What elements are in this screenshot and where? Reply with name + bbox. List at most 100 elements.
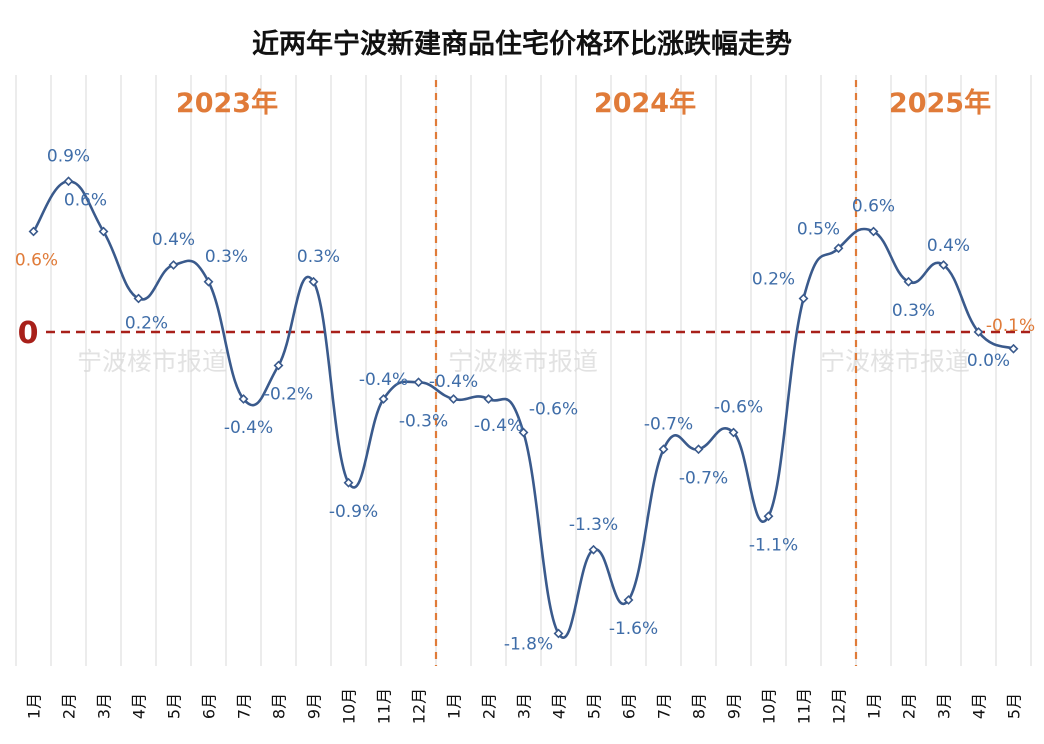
x-tick-label: 1月 [25, 693, 44, 719]
zero-line-label: 0 [18, 316, 39, 351]
data-point-marker [28, 226, 39, 237]
data-label: -0.3% [399, 411, 448, 431]
x-tick-label: 2月 [60, 693, 79, 719]
chart-title: 近两年宁波新建商品住宅价格环比涨跌幅走势 [252, 28, 792, 60]
x-tick-label: 1月 [865, 693, 884, 719]
data-label: 0.3% [892, 301, 935, 321]
data-point-marker [168, 260, 179, 270]
data-label: 0.5% [797, 219, 840, 239]
watermark-text: 宁波楼市报道 [820, 347, 970, 376]
data-point-marker [903, 276, 914, 287]
data-label: -0.2% [264, 385, 313, 405]
data-point-marker [798, 293, 809, 304]
x-tick-label: 3月 [515, 693, 534, 719]
year-label: 2023年 [176, 87, 278, 119]
data-label: 0.3% [205, 247, 248, 267]
series-group [32, 179, 1015, 639]
data-label: 0.4% [927, 236, 970, 256]
data-label: 0.2% [125, 314, 168, 334]
x-tick-label: 4月 [970, 693, 989, 719]
data-label: 0.0% [967, 351, 1010, 371]
data-point-marker [378, 394, 389, 404]
x-tick-label: 5月 [1005, 693, 1024, 719]
data-label: 0.6% [852, 197, 895, 217]
data-point-marker [693, 444, 704, 455]
x-tick-label: 9月 [305, 693, 324, 719]
x-tick-label: 8月 [690, 693, 709, 719]
data-point-marker [63, 176, 74, 187]
data-label: -0.1% [986, 316, 1035, 336]
x-axis: 1月 2月 3月 4月 5月 6月 7月 8月 9月 10月 11月 12月 1月 2月 3月 4月 5月 6月 7… [25, 688, 1024, 724]
watermark-text: 宁波楼市报道 [77, 347, 227, 376]
data-label: 0.2% [752, 270, 795, 290]
data-label: 0.3% [297, 247, 340, 267]
data-point-marker [763, 511, 774, 522]
data-point-marker [833, 243, 844, 254]
x-tick-label: 10月 [760, 688, 779, 724]
data-label: -0.7% [679, 468, 728, 488]
x-tick-label: 6月 [620, 693, 639, 719]
data-label: -0.4% [359, 370, 408, 390]
data-point-marker [658, 444, 669, 455]
data-point-marker [273, 360, 284, 371]
x-tick-label: 11月 [795, 688, 814, 724]
x-tick-label: 12月 [410, 688, 429, 724]
data-point-marker [203, 276, 214, 287]
data-point-marker [868, 226, 879, 237]
data-label: -0.6% [529, 400, 578, 420]
x-tick-label: 9月 [725, 693, 744, 719]
data-label: -0.9% [329, 502, 378, 522]
x-tick-label: 3月 [935, 693, 954, 719]
x-tick-label: 10月 [340, 688, 359, 724]
data-point-marker [1008, 343, 1019, 354]
year-dividers [434, 80, 858, 666]
data-point-marker [133, 293, 144, 304]
data-point-marker [413, 377, 424, 388]
data-point-marker [98, 226, 109, 237]
data-label: 0.4% [152, 230, 195, 250]
watermark-text: 宁波楼市报道 [448, 347, 598, 376]
data-label: -1.6% [609, 619, 658, 639]
x-tick-label: 1月 [445, 693, 464, 719]
watermarks: 宁波楼市报道 宁波楼市报道 宁波楼市报道 [77, 347, 970, 376]
zero-line-group: 0 [18, 316, 1030, 351]
data-point-marker [588, 544, 599, 555]
x-tick-label: 12月 [830, 688, 849, 724]
data-point-marker [343, 477, 354, 488]
year-labels: 2023年 2024年 2025年 [176, 87, 991, 119]
year-label: 2025年 [889, 87, 991, 119]
data-label: -0.6% [714, 398, 763, 418]
x-tick-label: 11月 [375, 688, 394, 724]
data-point-marker [623, 595, 634, 605]
x-tick-label: 4月 [550, 693, 569, 719]
year-label: 2024年 [594, 87, 696, 119]
data-label: -0.4% [224, 418, 273, 438]
x-tick-label: 7月 [235, 693, 254, 719]
data-label: 0.6% [15, 251, 58, 271]
data-label: 0.6% [64, 191, 107, 211]
data-point-marker [483, 394, 494, 404]
data-label: 0.9% [47, 146, 90, 166]
data-point-marker [448, 394, 459, 404]
x-tick-label: 6月 [200, 693, 219, 719]
x-tick-label: 4月 [130, 693, 149, 719]
x-tick-label: 2月 [900, 693, 919, 719]
series-line [32, 179, 1015, 639]
data-point-marker [938, 260, 949, 270]
data-label: -0.4% [429, 372, 478, 392]
data-label: -1.8% [504, 635, 553, 655]
data-point-marker [518, 427, 529, 438]
data-point-marker [973, 327, 984, 337]
data-label: -1.1% [749, 535, 798, 555]
data-label: -0.7% [644, 414, 693, 434]
markers [28, 176, 1019, 639]
data-point-marker [728, 427, 739, 438]
data-label: -1.3% [569, 515, 618, 535]
data-label: -0.4% [474, 416, 523, 436]
x-tick-label: 5月 [165, 693, 184, 719]
x-tick-label: 2月 [480, 693, 499, 719]
data-labels: 0.6% 0.9% 0.6% 0.2% 0.4% 0.3% -0.4% -0.2% 0.3% -0… [15, 146, 1035, 654]
x-tick-label: 7月 [655, 693, 674, 719]
